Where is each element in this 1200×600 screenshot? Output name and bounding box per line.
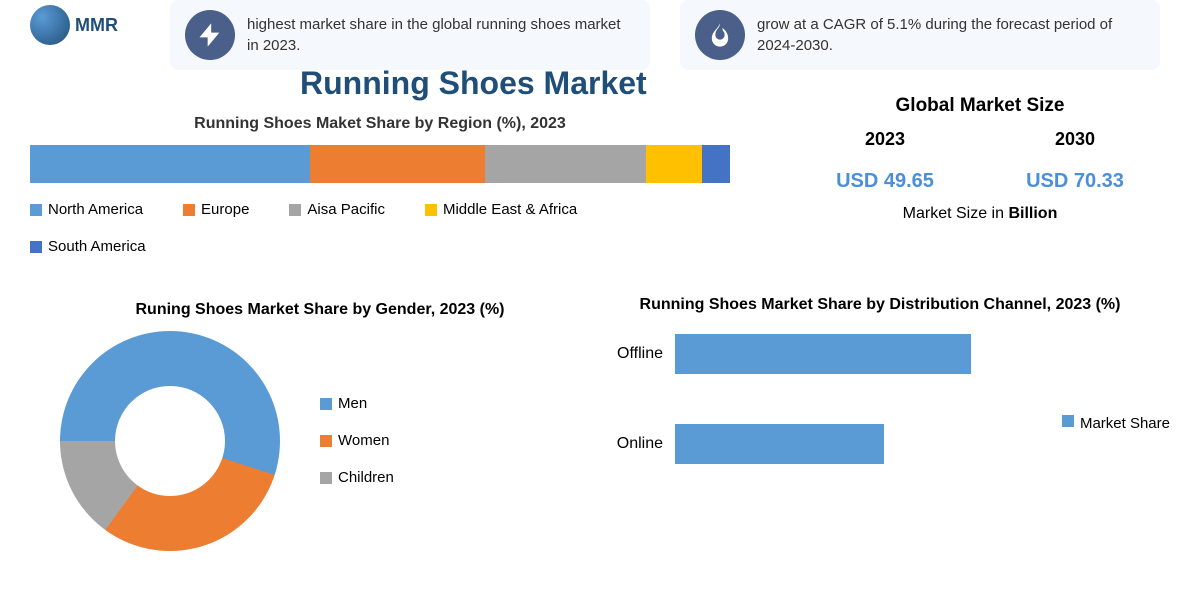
legend-item: Europe (183, 201, 249, 218)
card-text: grow at a CAGR of 5.1% during the foreca… (757, 14, 1145, 56)
region-segment (485, 145, 646, 183)
legend-swatch (30, 204, 42, 216)
region-segment (310, 145, 485, 183)
market-size-unit: Market Size in Billion (790, 205, 1170, 223)
legend-swatch (320, 398, 332, 410)
info-card-cagr: grow at a CAGR of 5.1% during the foreca… (680, 0, 1160, 70)
distribution-row: Offline (590, 334, 1047, 374)
legend-item: Women (320, 432, 394, 449)
year-label: 2030 (1055, 129, 1095, 150)
region-chart: Running Shoes Maket Share by Region (%),… (30, 115, 730, 255)
legend-swatch (1062, 415, 1074, 427)
legend-swatch (320, 472, 332, 484)
logo: MMR (30, 5, 118, 45)
region-segment (646, 145, 702, 183)
region-segment (702, 145, 730, 183)
region-chart-title: Running Shoes Maket Share by Region (%),… (30, 115, 730, 133)
top-info-cards: highest market share in the global runni… (170, 0, 1160, 70)
logo-text: MMR (75, 15, 118, 36)
category-label: Offline (590, 345, 675, 363)
bar (675, 334, 971, 374)
legend-swatch (30, 241, 42, 253)
gender-chart-title: Runing Shoes Market Share by Gender, 202… (60, 300, 580, 321)
gender-donut (60, 331, 280, 551)
legend-item: South America (30, 238, 146, 255)
market-size-title: Global Market Size (790, 95, 1170, 117)
legend-item: Market Share (1062, 415, 1170, 433)
legend-item: Middle East & Africa (425, 201, 577, 218)
market-size-values: USD 49.65 USD 70.33 (790, 170, 1170, 193)
main-title: Running Shoes Market (300, 65, 647, 102)
legend-item: Aisa Pacific (289, 201, 385, 218)
region-legend: North America Europe Aisa Pacific Middle Ea… (30, 201, 730, 255)
bar (675, 424, 884, 464)
legend-swatch (425, 204, 437, 216)
legend-label: Europe (201, 201, 249, 218)
distribution-chart-title: Running Shoes Market Share by Distributi… (590, 295, 1170, 316)
region-stacked-bar (30, 145, 730, 183)
year-label: 2023 (865, 129, 905, 150)
legend-item: Children (320, 469, 394, 486)
legend-item: Men (320, 395, 394, 412)
region-segment (30, 145, 310, 183)
flame-icon (695, 10, 745, 60)
value-label: USD 70.33 (1026, 170, 1124, 193)
donut-wrap: Men Women Children (60, 331, 580, 551)
distribution-chart: Running Shoes Market Share by Distributi… (590, 295, 1170, 514)
legend-swatch (289, 204, 301, 216)
distribution-row: Online (590, 424, 1047, 464)
legend-label: Market Share (1080, 415, 1170, 433)
legend-label: Children (338, 469, 394, 486)
market-size-panel: Global Market Size 2023 2030 USD 49.65 U… (790, 95, 1170, 223)
unit-bold: Billion (1008, 205, 1057, 222)
info-card-share: highest market share in the global runni… (170, 0, 650, 70)
legend-label: Aisa Pacific (307, 201, 385, 218)
legend-label: Men (338, 395, 367, 412)
unit-prefix: Market Size in (903, 205, 1009, 222)
legend-label: South America (48, 238, 146, 255)
donut-hole (115, 386, 225, 496)
legend-label: North America (48, 201, 143, 218)
distribution-chart-body: Offline Online Market Share (590, 334, 1170, 514)
market-size-years: 2023 2030 (790, 129, 1170, 150)
logo-globe-icon (30, 5, 70, 45)
legend-label: Women (338, 432, 389, 449)
legend-label: Middle East & Africa (443, 201, 577, 218)
legend-swatch (183, 204, 195, 216)
legend-swatch (320, 435, 332, 447)
card-text: highest market share in the global runni… (247, 14, 635, 56)
distribution-bars: Offline Online (590, 334, 1047, 514)
gender-legend: Men Women Children (320, 395, 394, 486)
category-label: Online (590, 435, 675, 453)
distribution-legend: Market Share (1047, 334, 1170, 514)
legend-item: North America (30, 201, 143, 218)
bolt-icon (185, 10, 235, 60)
gender-chart: Runing Shoes Market Share by Gender, 202… (60, 300, 580, 551)
value-label: USD 49.65 (836, 170, 934, 193)
